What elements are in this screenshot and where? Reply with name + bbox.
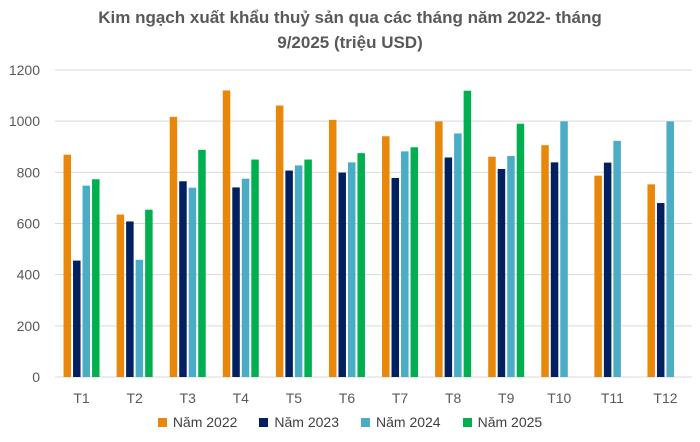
bar-năm-2023-t12 xyxy=(656,203,665,377)
legend: Năm 2022 Năm 2023 Năm 2024 Năm 2025 xyxy=(0,414,700,430)
bar-năm-2023-t5 xyxy=(285,170,293,377)
bar-năm-2025-t9 xyxy=(516,123,525,377)
legend-swatch xyxy=(462,417,472,427)
bar-năm-2025-t6 xyxy=(357,153,365,377)
bar-năm-2024-t5 xyxy=(294,165,303,377)
bar-năm-2025-t7 xyxy=(410,147,419,377)
bar-năm-2023-t6 xyxy=(338,172,346,377)
bar-năm-2022-t10 xyxy=(541,145,549,377)
bar-năm-2022-t3 xyxy=(169,116,178,377)
x-tick-label: T6 xyxy=(339,390,356,406)
x-tick-label: T8 xyxy=(445,390,462,406)
x-tick-label: T2 xyxy=(126,390,143,406)
y-tick-label: 0 xyxy=(32,369,40,385)
bar-năm-2024-t1 xyxy=(82,185,91,377)
x-tick-label: T7 xyxy=(392,390,409,406)
x-tick-label: T12 xyxy=(653,390,677,406)
bar-năm-2024-t4 xyxy=(241,178,250,377)
chart-title-line2: 9/2025 (triệu USD) xyxy=(277,33,423,52)
legend-item: Năm 2025 xyxy=(462,414,543,430)
bar-năm-2025-t4 xyxy=(251,159,259,377)
legend-item: Năm 2024 xyxy=(361,414,441,430)
bar-năm-2024-t8 xyxy=(454,133,462,377)
bar-năm-2024-t6 xyxy=(347,162,356,377)
bar-năm-2024-t10 xyxy=(560,121,568,377)
bar-năm-2025-t8 xyxy=(463,90,472,377)
y-tick-label: 1000 xyxy=(9,113,40,129)
bar-năm-2022-t2 xyxy=(116,214,125,377)
legend-label: Năm 2023 xyxy=(274,414,339,430)
bar-năm-2024-t7 xyxy=(401,151,409,377)
x-tick-label: T9 xyxy=(498,390,515,406)
bar-năm-2024-t3 xyxy=(188,187,197,377)
bar-năm-2024-t12 xyxy=(666,121,674,377)
bar-năm-2022-t9 xyxy=(488,156,496,377)
x-tick-label: T10 xyxy=(547,390,571,406)
bar-năm-2023-t10 xyxy=(550,162,559,377)
bar-năm-2024-t2 xyxy=(135,259,144,377)
bar-năm-2022-t11 xyxy=(594,175,602,377)
bar-năm-2022-t7 xyxy=(382,136,390,377)
bar-năm-2022-t6 xyxy=(328,119,337,377)
x-tick-label: T11 xyxy=(601,390,624,406)
bar-năm-2023-t4 xyxy=(232,187,240,377)
legend-label: Năm 2025 xyxy=(477,414,543,430)
bar-năm-2023-t11 xyxy=(603,162,612,377)
y-tick-label: 600 xyxy=(17,216,41,232)
bar-năm-2022-t1 xyxy=(63,154,72,377)
x-tick-label: T3 xyxy=(180,390,197,406)
y-tick-label: 200 xyxy=(17,318,41,334)
bar-năm-2024-t9 xyxy=(507,155,515,377)
y-tick-label: 800 xyxy=(17,164,41,180)
x-tick-label: T1 xyxy=(73,390,90,406)
bar-năm-2025-t3 xyxy=(198,149,206,377)
bar-năm-2023-t7 xyxy=(391,177,400,377)
y-tick-label: 1200 xyxy=(9,62,40,78)
bar-năm-2023-t8 xyxy=(444,157,453,377)
chart-title-line1: Kim ngạch xuất khẩu thuỷ sản qua các thá… xyxy=(98,8,602,27)
bar-năm-2025-t2 xyxy=(145,209,153,377)
bar-năm-2022-t12 xyxy=(647,184,655,377)
x-tick-label: T4 xyxy=(233,390,250,406)
legend-label: Năm 2024 xyxy=(376,414,441,430)
legend-swatch xyxy=(259,417,269,427)
x-tick-label: T5 xyxy=(286,390,303,406)
legend-label: Năm 2022 xyxy=(172,414,238,430)
legend-item: Năm 2022 xyxy=(157,414,238,430)
bar-năm-2022-t4 xyxy=(222,90,231,377)
legend-item: Năm 2023 xyxy=(259,414,339,430)
bar-năm-2023-t3 xyxy=(179,181,187,377)
bar-năm-2025-t5 xyxy=(304,159,312,377)
bar-năm-2024-t11 xyxy=(613,140,621,377)
bar-năm-2022-t8 xyxy=(435,121,443,377)
bar-năm-2025-t1 xyxy=(92,179,100,377)
legend-swatch xyxy=(361,417,370,427)
y-tick-label: 400 xyxy=(17,267,41,283)
bar-năm-2023-t1 xyxy=(73,260,81,377)
bar-năm-2022-t5 xyxy=(275,105,284,377)
legend-swatch xyxy=(157,417,167,427)
bar-năm-2023-t9 xyxy=(497,169,506,377)
bar-năm-2023-t2 xyxy=(126,221,134,377)
